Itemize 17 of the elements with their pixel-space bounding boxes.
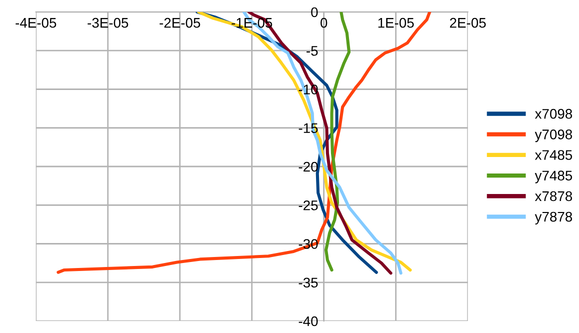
x-tick-label: 1E-05 [378, 18, 414, 28]
y-tick-label: 0 [311, 7, 318, 18]
x-tick-label: 0 [320, 18, 328, 28]
y-tick-label: -5 [306, 46, 318, 56]
legend-label: y7485 [534, 170, 572, 184]
legend-label: x7878 [534, 191, 572, 202]
x-tick-label: -2E-05 [160, 18, 200, 28]
x-tick-label: -3E-05 [88, 18, 128, 28]
x-tick-label: 2E-05 [450, 18, 486, 28]
legend-label: x7098 [534, 108, 572, 119]
legend-label: x7485 [534, 150, 572, 160]
y-tick-label: -35 [298, 278, 318, 288]
legend-label: y7878 [534, 212, 572, 224]
x-tick-label: -4E-05 [16, 18, 56, 28]
legend-label: y7098 [534, 130, 572, 142]
y-tick-label: -25 [298, 200, 318, 210]
y-tick-label: -40 [298, 316, 318, 326]
